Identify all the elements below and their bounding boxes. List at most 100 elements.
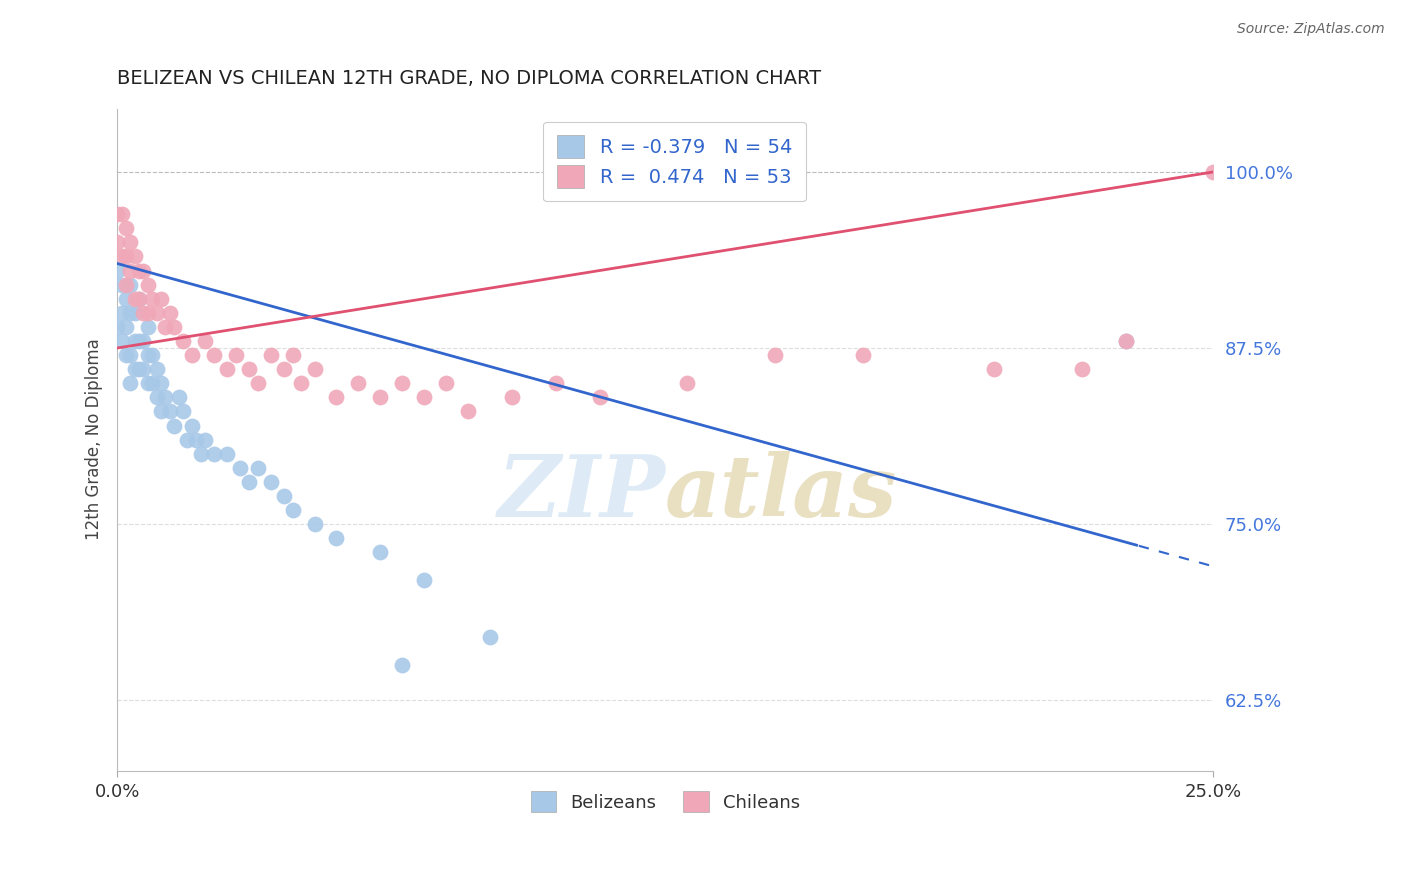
Point <box>120 376 142 391</box>
Point <box>1202 165 1225 179</box>
Point <box>163 319 186 334</box>
Point <box>132 362 155 376</box>
Point <box>194 433 217 447</box>
Point <box>225 348 247 362</box>
Point <box>128 292 150 306</box>
Point <box>150 404 173 418</box>
Point <box>105 319 128 334</box>
Point <box>105 263 128 277</box>
Point <box>155 390 177 404</box>
Point <box>983 362 1005 376</box>
Point <box>215 447 238 461</box>
Point <box>120 306 142 320</box>
Point <box>246 460 269 475</box>
Point <box>413 390 436 404</box>
Point <box>124 306 146 320</box>
Y-axis label: 12th Grade, No Diploma: 12th Grade, No Diploma <box>86 339 103 541</box>
Point <box>150 376 173 391</box>
Point <box>115 221 138 235</box>
Point <box>167 390 190 404</box>
Point <box>120 277 142 292</box>
Point <box>434 376 457 391</box>
Point <box>304 517 326 532</box>
Point <box>763 348 786 362</box>
Point <box>290 376 312 391</box>
Text: Source: ZipAtlas.com: Source: ZipAtlas.com <box>1237 22 1385 37</box>
Point <box>229 460 252 475</box>
Point <box>238 475 260 489</box>
Point <box>145 362 167 376</box>
Point <box>368 545 391 559</box>
Point <box>105 207 128 221</box>
Point <box>1070 362 1092 376</box>
Point <box>1115 334 1137 348</box>
Point <box>163 418 186 433</box>
Point <box>544 376 567 391</box>
Point <box>145 390 167 404</box>
Point <box>141 376 163 391</box>
Point <box>172 334 194 348</box>
Point <box>190 447 212 461</box>
Point <box>176 433 198 447</box>
Point <box>184 433 207 447</box>
Point <box>260 475 283 489</box>
Point <box>124 292 146 306</box>
Point <box>128 292 150 306</box>
Point <box>128 263 150 277</box>
Point <box>347 376 370 391</box>
Point <box>391 658 413 673</box>
Point <box>145 306 167 320</box>
Point <box>391 376 413 391</box>
Point <box>132 263 155 277</box>
Point <box>115 277 138 292</box>
Point <box>136 348 159 362</box>
Text: ZIP: ZIP <box>498 450 665 534</box>
Point <box>457 404 479 418</box>
Text: BELIZEAN VS CHILEAN 12TH GRADE, NO DIPLOMA CORRELATION CHART: BELIZEAN VS CHILEAN 12TH GRADE, NO DIPLO… <box>117 69 821 87</box>
Point <box>128 362 150 376</box>
Point <box>202 447 225 461</box>
Point <box>124 334 146 348</box>
Point <box>110 207 132 221</box>
Point <box>478 630 501 644</box>
Point <box>246 376 269 391</box>
Point <box>304 362 326 376</box>
Point <box>1115 334 1137 348</box>
Point <box>281 348 304 362</box>
Point <box>159 404 181 418</box>
Point <box>141 348 163 362</box>
Legend: Belizeans, Chileans: Belizeans, Chileans <box>522 782 810 822</box>
Point <box>413 574 436 588</box>
Point <box>124 362 146 376</box>
Point <box>180 348 202 362</box>
Point <box>120 263 142 277</box>
Point <box>110 334 132 348</box>
Point <box>273 362 295 376</box>
Point <box>132 334 155 348</box>
Point <box>115 348 138 362</box>
Point <box>325 390 347 404</box>
Text: atlas: atlas <box>665 450 898 534</box>
Point <box>852 348 875 362</box>
Point <box>115 292 138 306</box>
Point <box>501 390 523 404</box>
Point <box>110 277 132 292</box>
Point <box>128 334 150 348</box>
Point <box>115 319 138 334</box>
Point <box>215 362 238 376</box>
Point <box>136 306 159 320</box>
Point <box>325 531 347 545</box>
Point <box>124 250 146 264</box>
Point <box>132 306 155 320</box>
Point <box>159 306 181 320</box>
Point <box>238 362 260 376</box>
Point <box>676 376 699 391</box>
Point <box>273 489 295 503</box>
Point <box>260 348 283 362</box>
Point <box>115 250 138 264</box>
Point <box>141 292 163 306</box>
Point <box>194 334 217 348</box>
Point <box>202 348 225 362</box>
Point <box>110 250 132 264</box>
Point <box>110 306 132 320</box>
